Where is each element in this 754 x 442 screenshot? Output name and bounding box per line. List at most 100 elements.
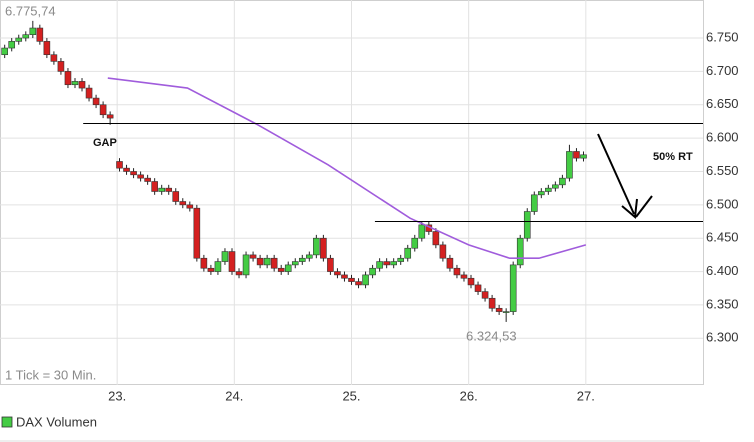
y-tick-label: 6.300 xyxy=(706,330,739,345)
candle-body xyxy=(249,254,257,259)
candle-body xyxy=(8,41,16,49)
x-tick-label: 25. xyxy=(342,388,360,403)
candle-body xyxy=(460,274,468,279)
candle-body xyxy=(348,277,355,282)
candle-body xyxy=(172,191,180,202)
candle-body xyxy=(474,284,482,292)
candle-body xyxy=(467,277,475,286)
candle-body xyxy=(256,257,264,266)
candle-body xyxy=(418,224,426,239)
candle-body xyxy=(313,237,320,256)
candle-body xyxy=(523,211,531,239)
candle-body xyxy=(327,257,334,272)
candle-body xyxy=(432,231,440,246)
y-tick-label: 6.750 xyxy=(706,29,739,44)
candle-body xyxy=(559,177,566,186)
candle-body xyxy=(270,257,278,269)
candle-body xyxy=(29,27,37,35)
candle-body xyxy=(130,171,137,176)
moving-average xyxy=(107,77,587,260)
candle-body xyxy=(193,207,201,259)
candle-body xyxy=(320,237,327,259)
candle-body xyxy=(291,261,299,266)
candle-body xyxy=(1,47,8,56)
candle-body xyxy=(64,71,72,86)
candle-body xyxy=(369,267,376,276)
y-tick-label: 6.500 xyxy=(706,196,739,211)
candle-body xyxy=(488,297,496,309)
interval-note: 1 Tick = 30 Min. xyxy=(5,367,96,382)
arrow xyxy=(597,133,653,219)
candle-body xyxy=(263,257,271,266)
candle-body xyxy=(298,257,306,262)
candle-body xyxy=(404,247,412,259)
candle-body xyxy=(580,154,587,159)
candle-body xyxy=(106,114,114,119)
max-label: 6.775,74 xyxy=(5,3,56,18)
gap-label: GAP xyxy=(93,137,117,149)
candle-body xyxy=(566,151,573,179)
y-tick-label: 6.650 xyxy=(706,96,739,111)
candle-body xyxy=(151,181,158,192)
candle-body xyxy=(383,261,390,266)
x-tick-label: 26. xyxy=(460,388,478,403)
candle-body xyxy=(376,261,383,269)
candle-body xyxy=(502,311,510,313)
candle-body xyxy=(99,104,107,116)
x-tick-label: 24. xyxy=(225,388,243,403)
y-tick-label: 6.550 xyxy=(706,163,739,178)
y-tick-label: 6.350 xyxy=(706,296,739,311)
candle-body xyxy=(43,41,51,56)
candle-body xyxy=(158,187,165,192)
candle-body xyxy=(538,191,545,196)
candle-body xyxy=(71,81,79,86)
min-label: 6.324,53 xyxy=(466,328,517,343)
candle-body xyxy=(362,274,369,286)
candle-body xyxy=(516,237,524,266)
candle-body xyxy=(439,244,447,259)
candle-body xyxy=(57,61,65,72)
candle-body xyxy=(221,251,229,262)
candle-body xyxy=(165,187,173,192)
candle-body xyxy=(481,291,489,299)
candle-body xyxy=(186,204,194,209)
candle-body xyxy=(15,37,23,42)
candle-body xyxy=(509,264,517,312)
candle-body xyxy=(397,257,405,262)
candle-body xyxy=(355,281,362,286)
candle-body xyxy=(22,34,30,39)
candle-body xyxy=(123,167,130,172)
candle-body xyxy=(495,307,503,312)
candle-body xyxy=(453,267,461,276)
candle-body xyxy=(235,271,243,276)
candle-body xyxy=(116,161,123,169)
candle-body xyxy=(341,274,348,279)
candle-body xyxy=(214,261,222,272)
candle-body xyxy=(207,267,215,272)
candle-body xyxy=(85,87,93,99)
arrow-head xyxy=(621,198,638,219)
candle-body xyxy=(552,184,559,189)
y-tick-label: 6.400 xyxy=(706,263,739,278)
candle-body xyxy=(446,257,454,269)
x-tick-label: 23. xyxy=(108,388,126,403)
candle-body xyxy=(277,267,285,272)
y-tick-label: 6.600 xyxy=(706,130,739,145)
candle-body xyxy=(530,194,538,212)
candle-body xyxy=(78,81,86,89)
legend-label: DAX Volumen xyxy=(16,414,97,429)
candle-body xyxy=(573,151,580,159)
candle-body xyxy=(306,254,313,259)
retracement-label: 50% RT xyxy=(653,151,693,163)
candle-body xyxy=(50,54,58,62)
candle-body xyxy=(242,254,250,276)
legend-swatch xyxy=(1,416,13,428)
candle-body xyxy=(334,271,341,276)
candle-body xyxy=(137,174,144,179)
arrow-shaft xyxy=(597,133,635,215)
y-tick-label: 6.700 xyxy=(706,63,739,78)
candle-body xyxy=(545,187,552,192)
x-tick-label: 27. xyxy=(577,388,595,403)
